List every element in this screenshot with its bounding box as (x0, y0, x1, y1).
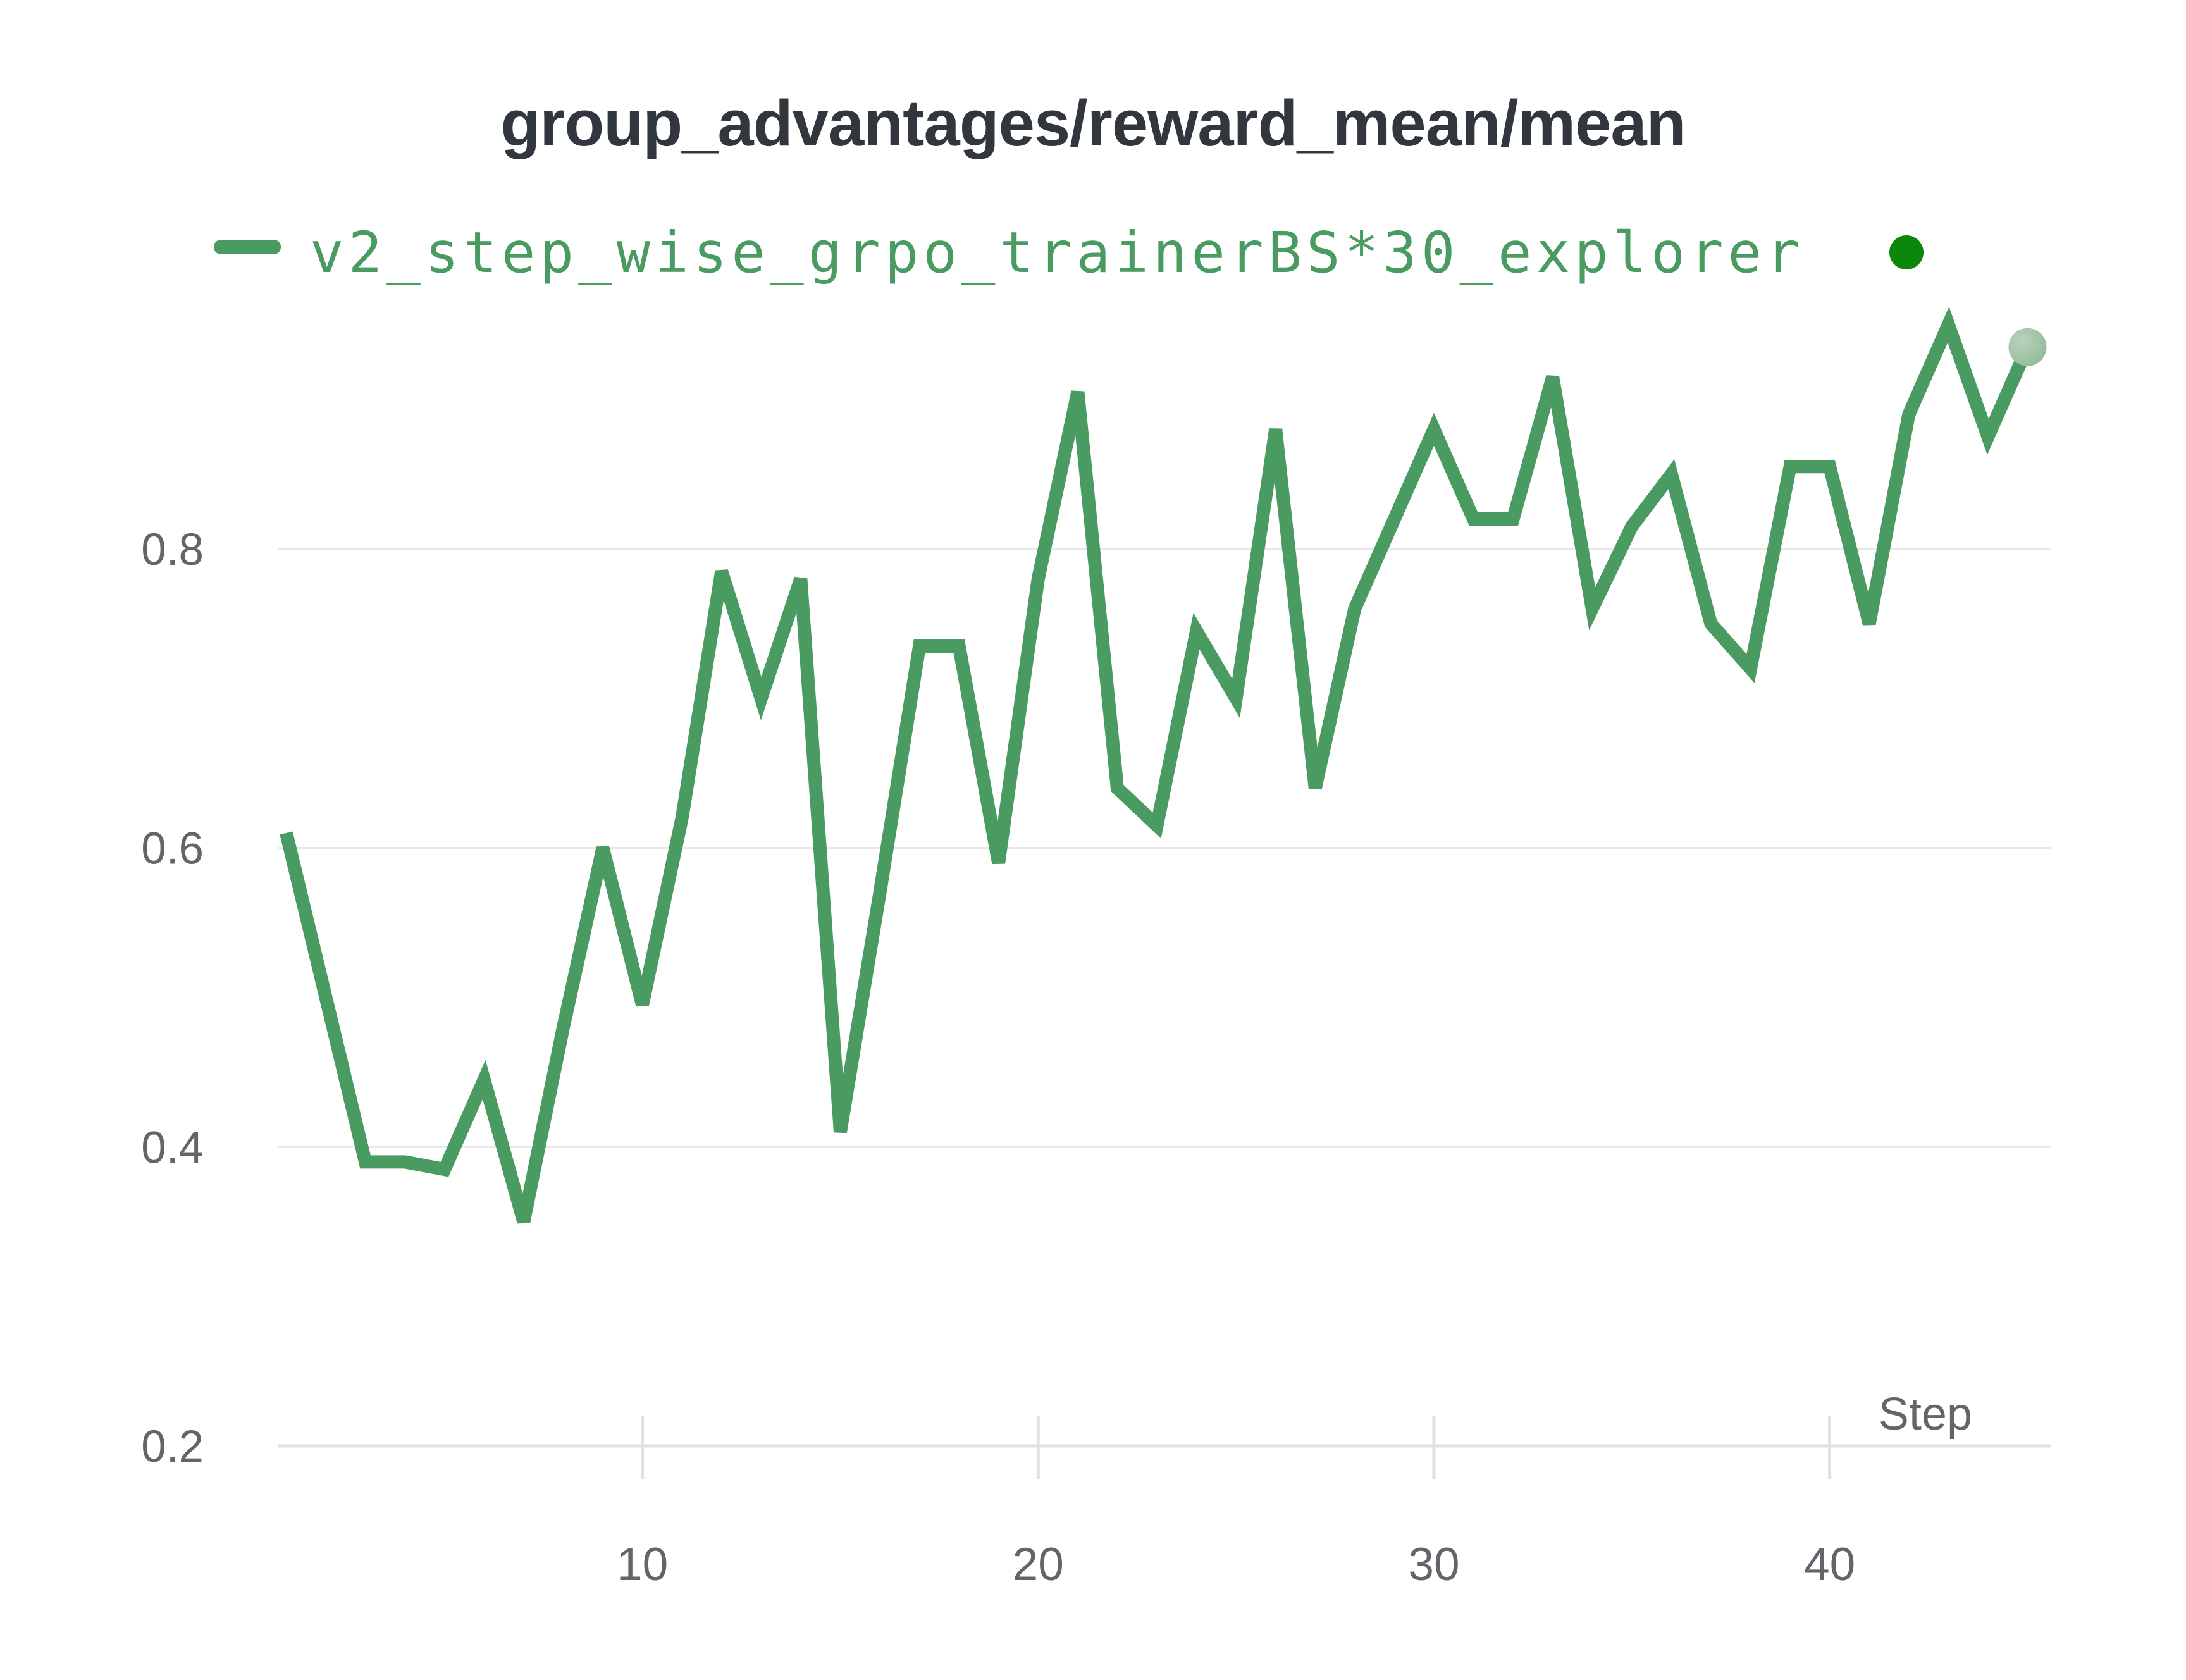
axis-layer: 0.2 0.4 0.6 0.8 10 20 30 40 (141, 525, 1855, 1590)
run-state-dot-icon (1889, 235, 1924, 269)
x-tick-label: 30 (1408, 1539, 1459, 1590)
latest-point-marker[interactable] (2008, 328, 2047, 366)
y-tick-label: 0.4 (141, 1123, 204, 1173)
series-line-layer[interactable] (280, 306, 2047, 1224)
y-tick-label: 0.8 (141, 525, 204, 575)
y-tick-label: 0.2 (141, 1422, 204, 1472)
series-line[interactable] (280, 306, 2034, 1224)
legend[interactable]: v2_step_wise_grpo_trainerBS*30_explorer (214, 219, 1924, 285)
x-tick-label: 20 (1013, 1539, 1064, 1590)
x-tick-label: 40 (1804, 1539, 1855, 1590)
y-tick-label: 0.6 (141, 824, 204, 874)
legend-line-swatch (214, 240, 281, 254)
chart-title: group_advantages/reward_mean/mean (500, 87, 1685, 159)
grid-layer (278, 548, 2051, 1448)
x-tick-label: 10 (617, 1539, 668, 1590)
x-axis-title: Step (1879, 1389, 1972, 1440)
legend-series-label[interactable]: v2_step_wise_grpo_trainerBS*30_explorer (310, 219, 1805, 285)
